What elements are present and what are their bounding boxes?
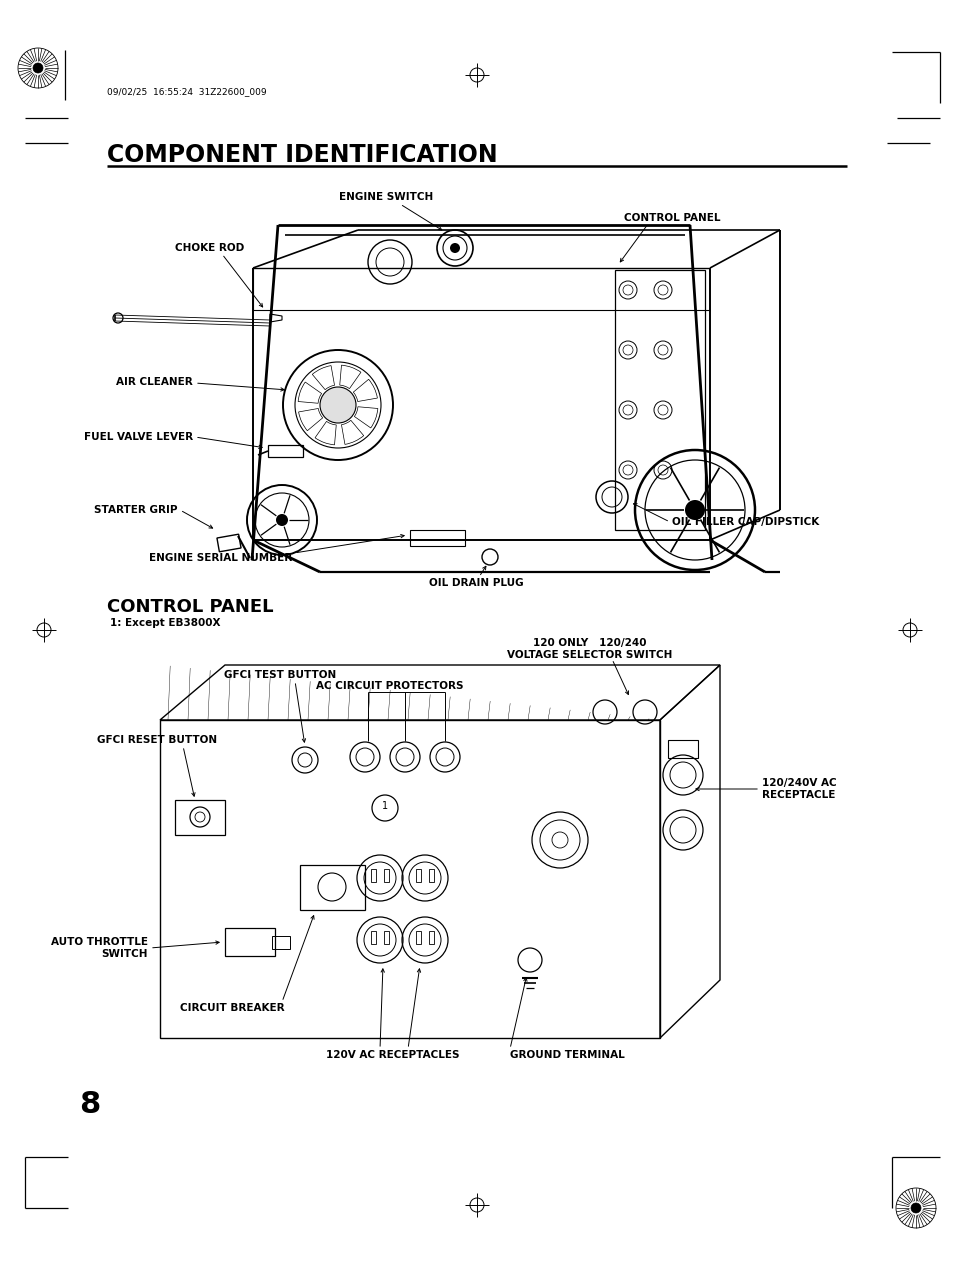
Bar [225, 928, 274, 956]
Text: FUEL VALVE LEVER: FUEL VALVE LEVER [84, 433, 193, 443]
Text: 1: 1 [381, 801, 388, 811]
Text: GFCI RESET BUTTON: GFCI RESET BUTTON [97, 735, 217, 745]
Bar [371, 869, 375, 881]
Bar [216, 535, 241, 552]
Text: AUTO THROTTLE: AUTO THROTTLE [51, 937, 148, 947]
Text: OIL FILLER CAP/DIPSTICK: OIL FILLER CAP/DIPSTICK [671, 517, 819, 527]
Text: CONTROL PANEL: CONTROL PANEL [623, 213, 720, 223]
Text: 09/02/25  16:55:24  31Z22600_009: 09/02/25 16:55:24 31Z22600_009 [107, 87, 266, 97]
Text: COMPONENT IDENTIFICATION: COMPONENT IDENTIFICATION [107, 142, 497, 166]
Bar [410, 530, 464, 546]
Text: SWITCH: SWITCH [101, 950, 148, 960]
Text: GROUND TERMINAL: GROUND TERMINAL [510, 1050, 624, 1061]
Circle shape [319, 387, 355, 422]
Circle shape [684, 501, 704, 520]
Text: CONTROL PANEL: CONTROL PANEL [107, 598, 274, 617]
Bar [174, 799, 225, 835]
Text: OIL DRAIN PLUG: OIL DRAIN PLUG [428, 578, 523, 588]
Bar [615, 270, 704, 530]
Text: AC CIRCUIT PROTECTORS: AC CIRCUIT PROTECTORS [315, 681, 463, 691]
Bar [371, 931, 375, 944]
Bar [416, 869, 420, 881]
Text: 120/240V AC: 120/240V AC [761, 778, 836, 788]
Bar [384, 869, 389, 881]
Bar [160, 720, 659, 1038]
Bar [429, 931, 434, 944]
Text: STARTER GRIP: STARTER GRIP [94, 504, 178, 514]
Bar [667, 740, 698, 758]
Circle shape [275, 514, 288, 526]
Bar [268, 445, 303, 456]
Bar [272, 936, 290, 950]
Circle shape [910, 1203, 920, 1213]
Text: ENGINE SWITCH: ENGINE SWITCH [338, 192, 433, 202]
Text: AIR CLEANER: AIR CLEANER [116, 377, 193, 387]
Text: 1: Except EB3800X: 1: Except EB3800X [110, 618, 220, 628]
Text: VOLTAGE SELECTOR SWITCH: VOLTAGE SELECTOR SWITCH [507, 649, 672, 660]
Bar [299, 865, 365, 910]
Text: 120V AC RECEPTACLES: 120V AC RECEPTACLES [326, 1050, 459, 1061]
Text: GFCI TEST BUTTON: GFCI TEST BUTTON [224, 670, 335, 680]
Bar [384, 931, 389, 944]
Bar [429, 869, 434, 881]
Text: 8: 8 [79, 1091, 100, 1120]
Text: CHOKE ROD: CHOKE ROD [175, 243, 244, 253]
Circle shape [33, 63, 43, 73]
Text: 120 ONLY   120/240: 120 ONLY 120/240 [533, 638, 646, 648]
Text: RECEPTACLE: RECEPTACLE [761, 789, 835, 799]
Text: ENGINE SERIAL NUMBER: ENGINE SERIAL NUMBER [149, 554, 292, 562]
Circle shape [450, 243, 459, 253]
Bar [416, 931, 420, 944]
Text: CIRCUIT BREAKER: CIRCUIT BREAKER [179, 1002, 284, 1013]
